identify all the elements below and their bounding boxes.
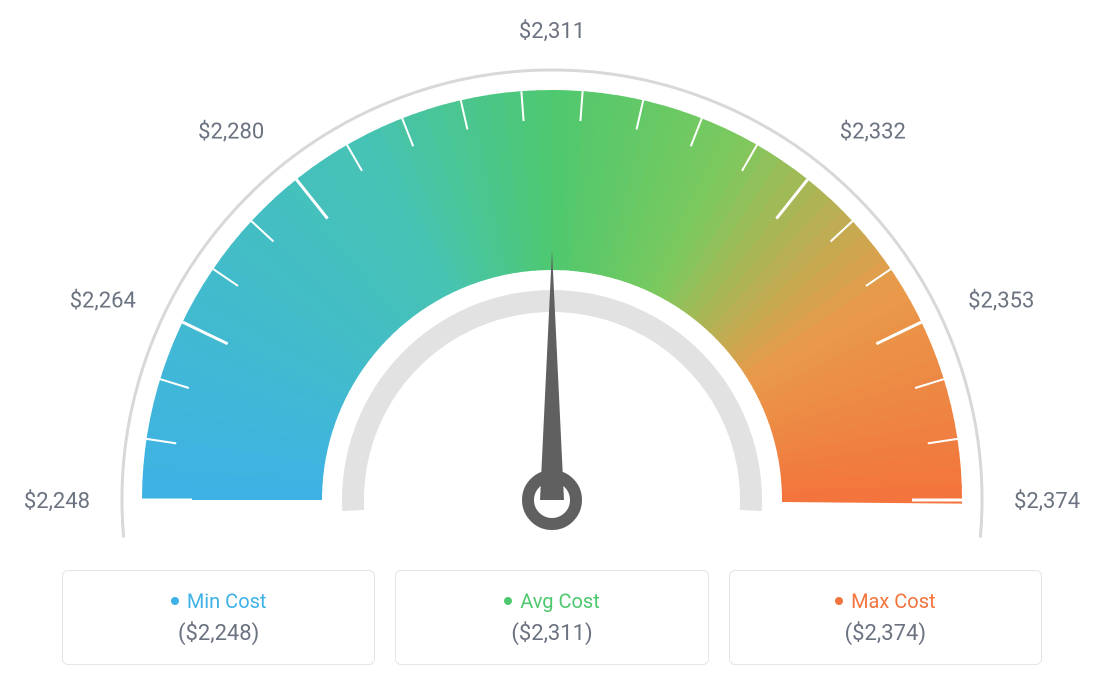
legend-title-avg: Avg Cost bbox=[420, 589, 683, 613]
legend-card-avg: Avg Cost ($2,311) bbox=[395, 570, 708, 665]
gauge-tick-label: $2,264 bbox=[70, 288, 136, 313]
legend-value-avg: ($2,311) bbox=[420, 621, 683, 646]
gauge-tick-label: $2,280 bbox=[198, 120, 264, 145]
gauge-tick-label: $2,248 bbox=[24, 489, 90, 514]
gauge-tick-label: $2,353 bbox=[968, 288, 1034, 313]
legend-title-max: Max Cost bbox=[754, 589, 1017, 613]
legend-label-max: Max Cost bbox=[851, 589, 936, 613]
gauge-needle bbox=[540, 250, 564, 500]
gauge-tick-label: $2,311 bbox=[519, 19, 585, 44]
legend-dot-avg bbox=[504, 597, 512, 605]
legend-title-min: Min Cost bbox=[87, 589, 350, 613]
gauge-tick-label: $2,374 bbox=[1014, 489, 1080, 514]
gauge-svg: $2,248$2,264$2,280$2,311$2,332$2,353$2,3… bbox=[72, 40, 1032, 540]
legend-row: Min Cost ($2,248) Avg Cost ($2,311) Max … bbox=[62, 570, 1042, 665]
gauge-chart: $2,248$2,264$2,280$2,311$2,332$2,353$2,3… bbox=[72, 40, 1032, 540]
legend-label-min: Min Cost bbox=[187, 589, 267, 613]
legend-dot-max bbox=[835, 597, 843, 605]
legend-card-max: Max Cost ($2,374) bbox=[729, 570, 1042, 665]
legend-label-avg: Avg Cost bbox=[520, 589, 600, 613]
legend-dot-min bbox=[171, 597, 179, 605]
gauge-tick-label: $2,332 bbox=[840, 120, 906, 145]
legend-card-min: Min Cost ($2,248) bbox=[62, 570, 375, 665]
legend-value-min: ($2,248) bbox=[87, 621, 350, 646]
legend-value-max: ($2,374) bbox=[754, 621, 1017, 646]
